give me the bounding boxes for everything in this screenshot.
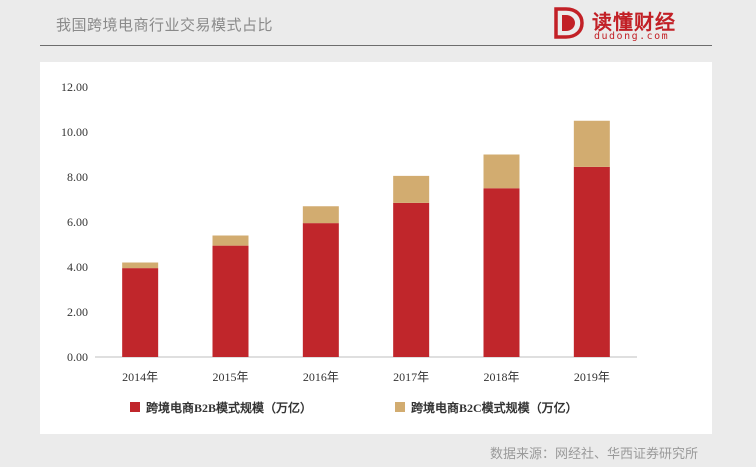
- x-tick-label: 2018年: [483, 370, 519, 384]
- y-tick-label: 2.00: [67, 305, 88, 319]
- y-tick-label: 6.00: [67, 215, 88, 229]
- brand-name: 读懂财经: [592, 10, 676, 34]
- y-tick-label: 10.00: [61, 125, 88, 139]
- legend-swatch: [130, 402, 140, 412]
- bar-b2c: [122, 262, 159, 269]
- brand-logo-icon: [554, 7, 584, 39]
- bar-b2b: [573, 166, 610, 357]
- page-title: 我国跨境电商行业交易模式占比: [56, 16, 274, 34]
- bar-b2c: [212, 235, 249, 246]
- source-note: 数据来源：网经社、华西证券研究所: [489, 447, 698, 462]
- x-tick-label: 2014年: [122, 370, 158, 384]
- bar-b2c: [302, 206, 339, 224]
- bar-b2b: [122, 268, 159, 357]
- x-tick-label: 2017年: [393, 370, 429, 384]
- bar-b2b: [212, 245, 249, 357]
- y-tick-label: 8.00: [67, 170, 88, 184]
- legend-swatch: [395, 402, 405, 412]
- x-tick-label: 2019年: [574, 370, 610, 384]
- x-tick-label: 2015年: [212, 370, 248, 384]
- bar-b2c: [573, 120, 610, 167]
- bar-b2c: [483, 154, 520, 189]
- brand-domain: dudong.com: [594, 31, 670, 42]
- chart-panel: 0.00 2.00 4.00 6.00 8.00 10.00 12.00 2014年 2015年…: [40, 62, 712, 434]
- stacked-bar-chart: 0.00 2.00 4.00 6.00 8.00 10.00 12.00 2014年 2015年…: [61, 80, 637, 415]
- brand-logo: 读懂财经 dudong.com: [552, 4, 702, 44]
- bar-b2b: [483, 188, 520, 357]
- y-tick-label: 4.00: [67, 260, 88, 274]
- header-divider: [40, 45, 712, 46]
- y-tick-label: 0.00: [67, 350, 88, 364]
- legend-label: 跨境电商B2B模式规模（万亿）: [146, 400, 312, 415]
- header: 我国跨境电商行业交易模式占比 读懂财经 dudong.com: [0, 0, 756, 48]
- bar-b2c: [393, 175, 430, 203]
- y-tick-label: 12.00: [61, 80, 88, 94]
- bar-b2b: [302, 223, 339, 357]
- bar-b2b: [393, 202, 430, 357]
- legend-label: 跨境电商B2C模式规模（万亿）: [411, 400, 578, 415]
- x-tick-label: 2016年: [303, 370, 339, 384]
